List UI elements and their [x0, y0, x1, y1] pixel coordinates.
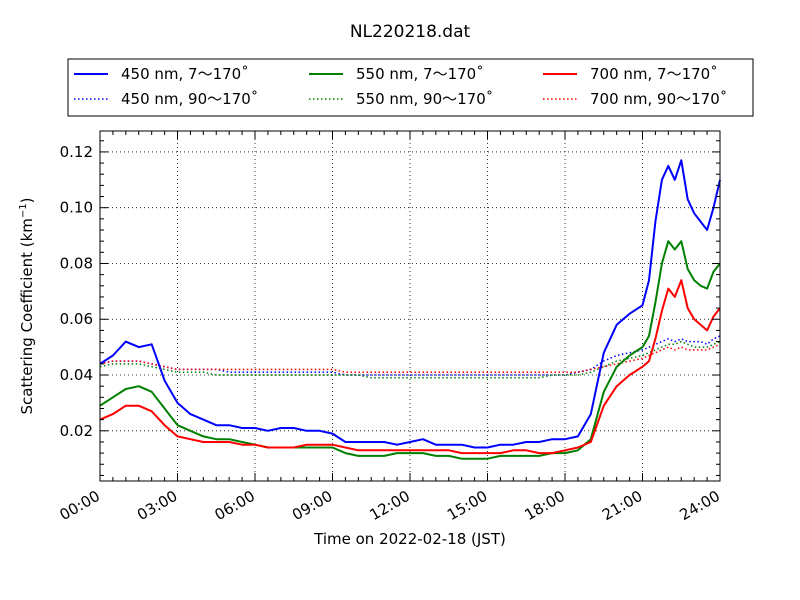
series-line-5 [99, 340, 721, 379]
y-tick-label: 0.04 [60, 366, 93, 384]
y-tick-label: 0.02 [60, 422, 93, 440]
legend-label-6: 700 nm, 90～170˚ [590, 90, 727, 108]
legend-label-5: 550 nm, 90～170˚ [356, 90, 493, 108]
legend-label-2: 550 nm, 7～170˚ [356, 65, 484, 83]
grid [100, 131, 720, 481]
y-tick-label: 0.12 [60, 143, 93, 161]
y-axis-label-close: ) [18, 197, 36, 203]
plot-area [99, 130, 721, 482]
series-line-1 [99, 159, 721, 449]
tick-marks [99, 131, 721, 481]
series-layer [99, 159, 721, 460]
legend-frame [67, 58, 754, 117]
y-axis-label: Scattering Coefficient (km−1) [18, 197, 36, 414]
y-tick-label: 0.06 [60, 310, 93, 328]
series-line-2 [99, 240, 721, 460]
series-line-6 [99, 343, 721, 373]
legend: 450 nm, 7～170˚ 550 nm, 7～170˚ 700 nm, 7～17… [67, 58, 754, 117]
legend-label-3: 700 nm, 7～170˚ [590, 65, 718, 83]
legend-label-4: 450 nm, 90～170˚ [121, 90, 258, 108]
y-axis-label-exponent: −1 [18, 203, 29, 218]
y-tick-label: 0.10 [60, 199, 93, 217]
series-line-3 [99, 279, 721, 455]
legend-label-1: 450 nm, 7～170˚ [121, 65, 249, 83]
x-axis-label: Time on 2022-02-18 (JST) [313, 530, 506, 548]
y-tick-label: 0.08 [60, 254, 93, 272]
y-tick-labels: 0.02 0.04 0.06 0.08 0.10 0.12 [60, 143, 93, 440]
y-axis-label-main: Scattering Coefficient (km [18, 218, 36, 414]
chart-title: NL220218.dat [350, 22, 471, 42]
